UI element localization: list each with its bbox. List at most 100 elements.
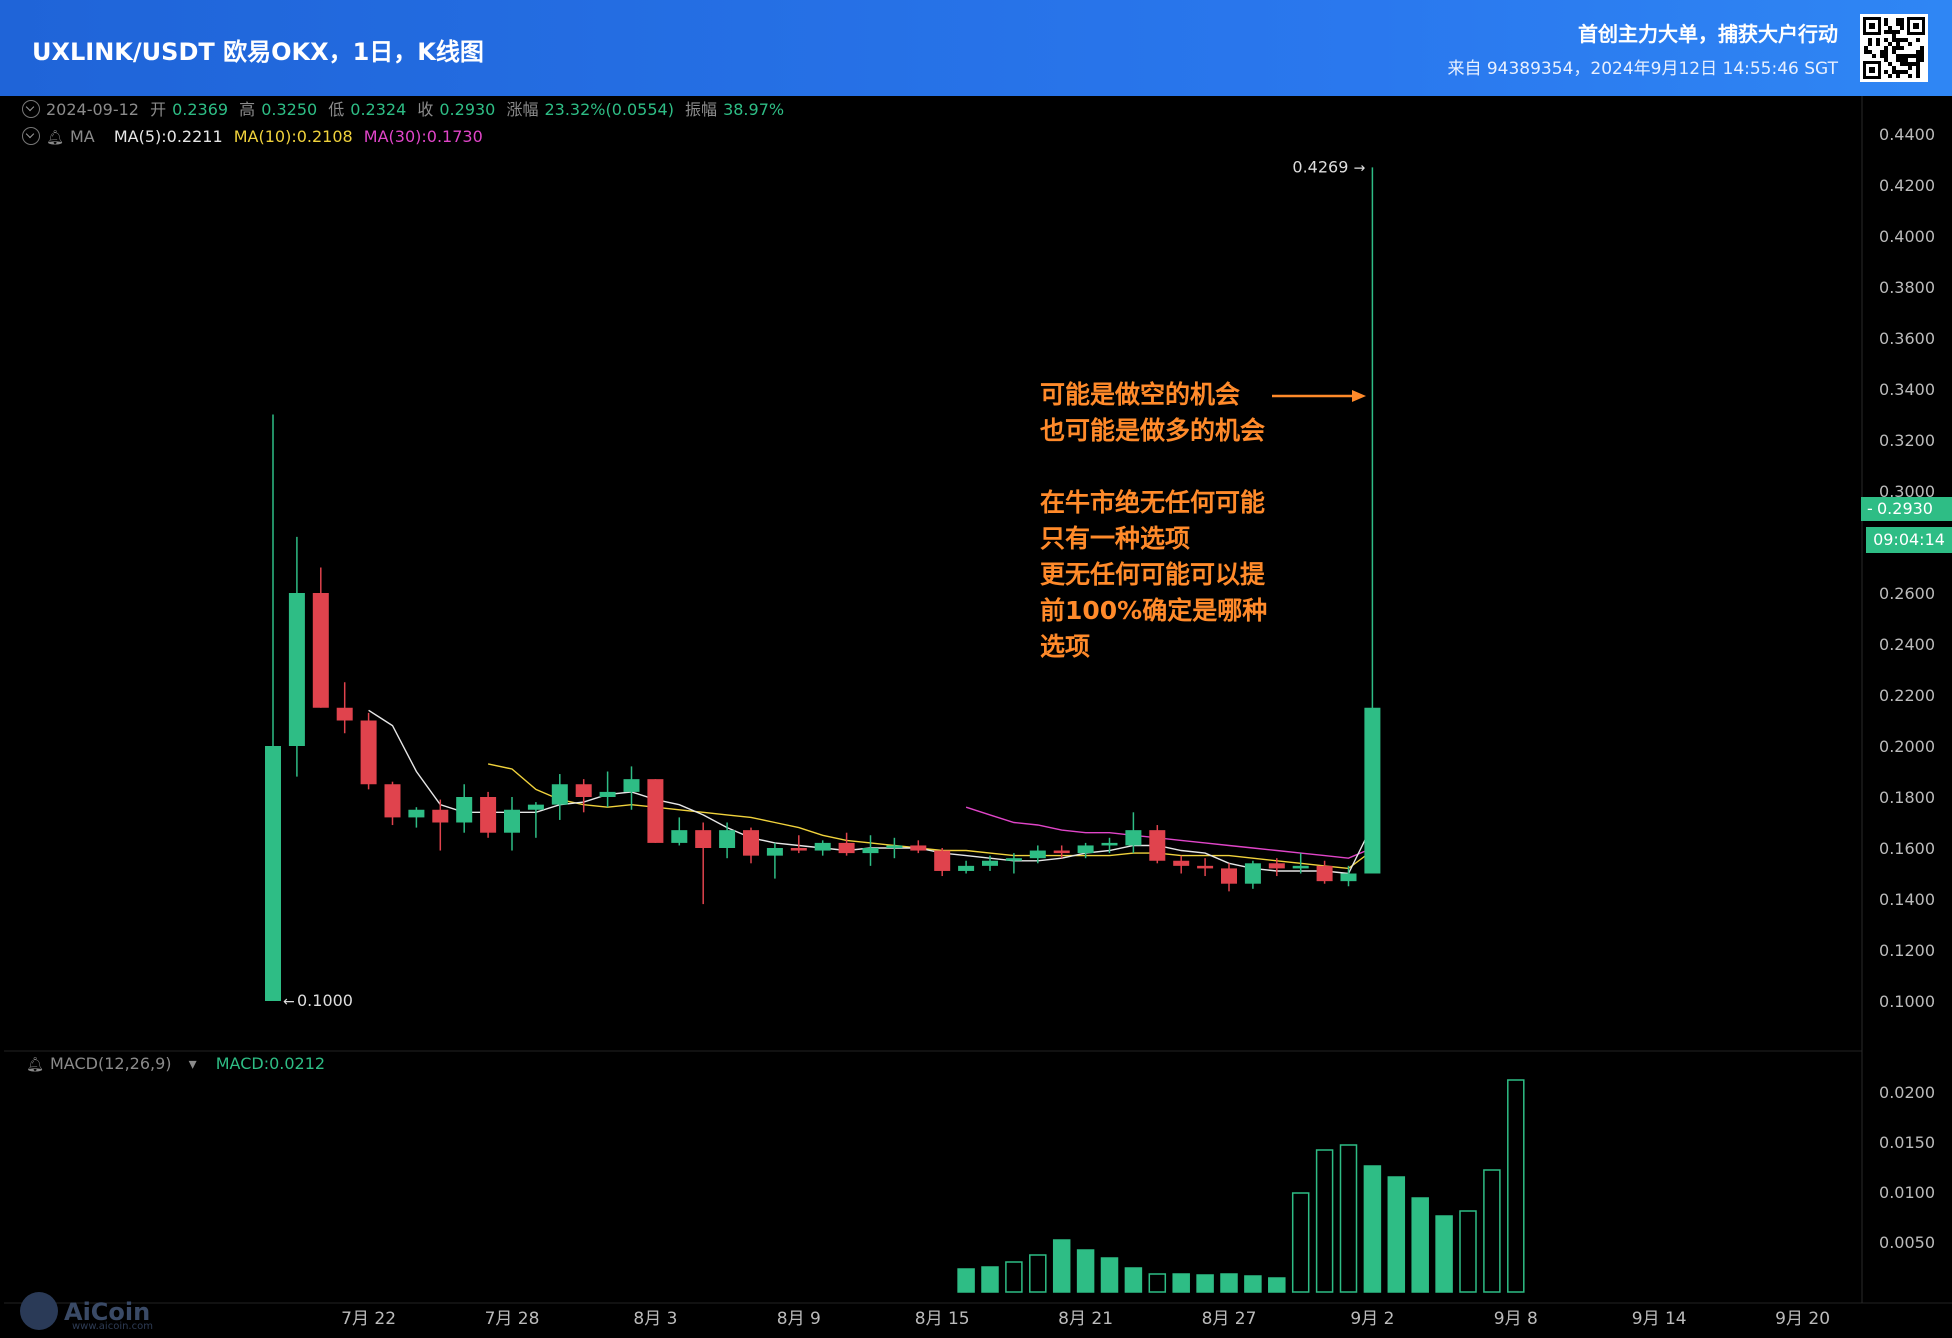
ma5-line <box>368 709 1374 875</box>
macd-histogram-bar <box>1005 1261 1023 1293</box>
candle-body[interactable] <box>575 784 592 797</box>
high-value: 0.3250 <box>261 100 318 119</box>
candle-body[interactable] <box>360 720 377 785</box>
amplitude-label: 振幅 <box>685 100 718 119</box>
macd-tick-label: 0.0100 <box>1879 1183 1935 1202</box>
candle-body[interactable] <box>1053 850 1070 854</box>
candle-body[interactable] <box>647 779 664 843</box>
candle-body[interactable] <box>671 830 688 843</box>
ohlc-info-bar: 2024-09-12 开 0.2369 高 0.3250 低 0.2324 收 0.29… <box>22 98 790 122</box>
aicoin-logo-icon <box>20 1292 58 1330</box>
candle-body[interactable] <box>504 809 520 833</box>
candle-body[interactable] <box>1005 858 1022 861</box>
macd-histogram-bar <box>957 1268 975 1293</box>
candle-body[interactable] <box>1029 850 1046 859</box>
watermark-site: www.aicoin.com <box>72 1321 153 1332</box>
candle-body[interactable] <box>862 848 879 854</box>
candle-body[interactable] <box>623 779 640 792</box>
candle-body[interactable] <box>265 746 281 1001</box>
bell-icon[interactable]: 🔔︎ <box>46 130 64 146</box>
annotation-text: 可能是做空的机会 也可能是做多的机会 在牛市绝无任何可能 只有一种选项 更无任何可能可以… <box>1040 377 1267 665</box>
candle-body[interactable] <box>599 791 616 797</box>
price-tick-label: 0.1200 <box>1879 941 1935 960</box>
time-tick-label: 8月 15 <box>915 1309 970 1329</box>
annotation-line <box>1040 449 1267 485</box>
price-tick-label: 0.3800 <box>1879 278 1935 297</box>
candle-body[interactable] <box>886 845 903 848</box>
macd-label[interactable]: MACD(12,26,9) <box>50 1054 172 1073</box>
collapse-toggle-icon[interactable] <box>22 127 40 145</box>
candle-body[interactable] <box>838 842 855 854</box>
time-tick-label: 9月 8 <box>1494 1309 1538 1329</box>
collapse-toggle-icon[interactable] <box>22 100 40 118</box>
candle-body[interactable] <box>695 830 712 848</box>
source-timestamp: 来自 94389354，2024年9月12日 14:55:46 SGT <box>1447 59 1838 79</box>
price-tick-label: 0.1600 <box>1879 839 1935 858</box>
candle-body[interactable] <box>814 842 831 851</box>
candle-body[interactable] <box>766 848 783 856</box>
candle-body[interactable] <box>1221 868 1237 884</box>
candle-body[interactable] <box>336 707 353 721</box>
candle-body[interactable] <box>1292 865 1309 869</box>
candle-body[interactable] <box>982 860 998 866</box>
last-price-tag: - 0.2930 <box>1861 497 1952 521</box>
candle-body[interactable] <box>1173 860 1190 866</box>
candle-body[interactable] <box>719 830 736 848</box>
high-price-marker: 0.4269 <box>1292 157 1348 176</box>
candle-body[interactable] <box>743 830 759 856</box>
bell-icon[interactable]: 🔔︎ <box>26 1057 44 1073</box>
candle-body[interactable] <box>288 593 305 746</box>
price-tick-label: 0.1400 <box>1879 890 1935 909</box>
candle-body[interactable] <box>910 845 927 851</box>
close-label: 收 <box>417 100 434 119</box>
macd-histogram-bar <box>1507 1079 1525 1293</box>
candle-body[interactable] <box>1077 845 1094 854</box>
candle-body[interactable] <box>1244 863 1261 884</box>
amplitude-value: 38.97% <box>723 100 785 119</box>
high-label: 高 <box>239 100 256 119</box>
candle-body[interactable] <box>1316 865 1333 882</box>
candle-body[interactable] <box>456 797 473 823</box>
macd-tick-label: 0.0050 <box>1879 1233 1935 1252</box>
annotation-line: 选项 <box>1040 632 1091 661</box>
candle-body[interactable] <box>1268 863 1285 869</box>
candle-body[interactable] <box>1149 830 1166 861</box>
macd-histogram-bar <box>1172 1273 1190 1293</box>
ma5-value: MA(5):0.2211 <box>113 127 223 146</box>
price-tick-label: 0.1800 <box>1879 788 1935 807</box>
candle-body[interactable] <box>432 809 449 823</box>
candle-body[interactable] <box>480 797 497 833</box>
macd-histogram-bar <box>1435 1215 1453 1293</box>
macd-histogram-bar <box>981 1266 999 1293</box>
candle-body[interactable] <box>527 804 544 810</box>
candle-body[interactable] <box>408 809 425 818</box>
candle-body[interactable] <box>790 848 807 851</box>
candle-body[interactable] <box>312 593 329 708</box>
low-price-marker: 0.1000 <box>297 991 353 1010</box>
candle-body[interactable] <box>1340 873 1357 882</box>
dropdown-chevron-icon[interactable]: ▾ <box>188 1054 197 1073</box>
header-banner: UXLINK/USDT 欧易OKX，1日，K线图 首创主力大单，捕获大户行动 来… <box>0 0 1952 96</box>
candle-body[interactable] <box>384 784 401 818</box>
time-tick-label: 9月 14 <box>1632 1309 1687 1329</box>
candle-body[interactable] <box>1125 830 1142 846</box>
annotation-line: 可能是做空的机会 <box>1040 380 1241 409</box>
low-label: 低 <box>328 100 345 119</box>
marker-arrow-icon: ← <box>283 994 295 1010</box>
candle-body[interactable] <box>1101 842 1118 846</box>
macd-histogram-bar <box>1029 1254 1047 1293</box>
marker-arrow-icon: → <box>1354 160 1366 176</box>
candle-body[interactable] <box>551 784 568 805</box>
qr-code-icon <box>1860 14 1928 82</box>
time-tick-label: 7月 28 <box>485 1309 540 1329</box>
candle-body[interactable] <box>1364 707 1381 874</box>
ma-label[interactable]: MA <box>70 127 95 146</box>
macd-histogram-bar <box>1052 1239 1071 1293</box>
macd-histogram-bar <box>1124 1267 1143 1293</box>
time-tick-label: 9月 20 <box>1775 1309 1830 1329</box>
candle-body[interactable] <box>934 850 951 871</box>
price-tick-label: 0.3200 <box>1879 431 1935 450</box>
candle-body[interactable] <box>958 865 975 871</box>
candle-body[interactable] <box>1197 865 1214 869</box>
